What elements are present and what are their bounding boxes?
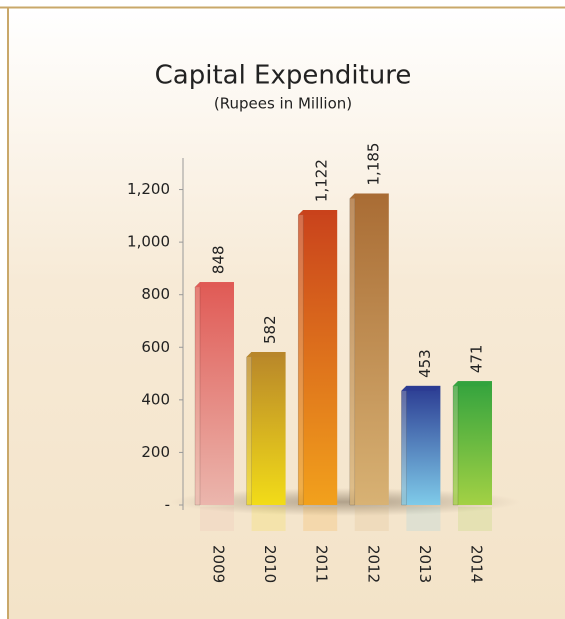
y-tick-label: 1,000 — [127, 233, 170, 251]
x-tick-label: 2012 — [364, 545, 382, 583]
y-tick-label: 1,200 — [127, 180, 170, 198]
bar — [458, 381, 492, 505]
y-tick-label: 600 — [141, 338, 170, 356]
y-tick-label: 400 — [141, 390, 170, 408]
bar — [406, 385, 441, 505]
bar-side — [452, 380, 459, 506]
x-tick-label: 2014 — [468, 545, 486, 583]
chart-title: Capital Expenditure — [155, 61, 412, 91]
x-tick-label: 2013 — [416, 545, 434, 583]
bar-reflection — [354, 507, 389, 531]
bar-reflection — [406, 507, 441, 531]
bar-top — [195, 282, 234, 288]
value-label: 1,122 — [313, 159, 331, 202]
value-label: 1,185 — [364, 143, 382, 186]
y-tick-label: 200 — [141, 443, 170, 461]
y-tick-label: 800 — [141, 285, 170, 303]
bar — [303, 210, 338, 506]
bar — [251, 352, 286, 505]
x-tick-label: 2010 — [261, 545, 279, 583]
bar-side — [349, 192, 356, 506]
y-tick-label: - — [165, 496, 170, 514]
bar-side — [246, 351, 252, 506]
bar-side — [297, 209, 304, 506]
value-label: 582 — [261, 315, 279, 344]
bar — [200, 282, 234, 505]
value-label: 453 — [416, 349, 434, 378]
bar-top — [401, 385, 441, 391]
x-tick-label: 2011 — [313, 545, 331, 583]
bar-side — [401, 385, 407, 506]
x-tick-label: 2009 — [210, 545, 228, 583]
bar-top — [349, 193, 389, 199]
bar-top — [246, 352, 286, 358]
value-label: 848 — [210, 245, 228, 274]
bar-top — [298, 210, 338, 216]
background — [8, 8, 565, 619]
bar-top — [453, 381, 492, 387]
chart-subtitle: (Rupees in Million) — [214, 95, 352, 113]
value-label: 471 — [468, 345, 486, 374]
bar-reflection — [458, 507, 492, 531]
bar-side — [194, 281, 201, 506]
bar-reflection — [303, 507, 338, 531]
bar-reflection — [200, 507, 234, 531]
bar-reflection — [251, 507, 286, 531]
bar — [354, 193, 389, 505]
